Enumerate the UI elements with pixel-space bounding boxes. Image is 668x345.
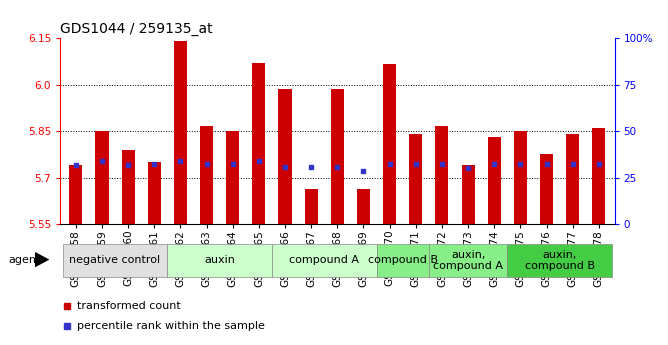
- Bar: [377, 244, 429, 277]
- Bar: [436, 127, 448, 224]
- Text: auxin,
compound B: auxin, compound B: [524, 250, 595, 271]
- Bar: [148, 162, 161, 224]
- Text: negative control: negative control: [69, 256, 160, 265]
- Bar: [566, 134, 579, 224]
- Bar: [331, 89, 344, 224]
- Bar: [409, 134, 422, 224]
- Bar: [540, 155, 553, 224]
- Text: percentile rank within the sample: percentile rank within the sample: [77, 321, 265, 331]
- Text: compound A: compound A: [289, 256, 359, 265]
- Text: compound B: compound B: [367, 256, 438, 265]
- Polygon shape: [35, 252, 49, 267]
- Text: GDS1044 / 259135_at: GDS1044 / 259135_at: [60, 21, 212, 36]
- Bar: [357, 189, 370, 224]
- Bar: [168, 244, 272, 277]
- Bar: [253, 63, 265, 224]
- Bar: [593, 128, 605, 224]
- Bar: [63, 244, 168, 277]
- Text: transformed count: transformed count: [77, 301, 180, 311]
- Bar: [305, 189, 318, 224]
- Bar: [174, 41, 187, 224]
- Bar: [96, 131, 108, 224]
- Bar: [272, 244, 377, 277]
- Bar: [122, 150, 135, 224]
- Bar: [488, 137, 501, 224]
- Text: auxin: auxin: [204, 256, 235, 265]
- Bar: [279, 89, 291, 224]
- Text: auxin,
compound A: auxin, compound A: [433, 250, 503, 271]
- Text: agent: agent: [8, 256, 40, 265]
- Bar: [226, 131, 239, 224]
- Bar: [200, 127, 213, 224]
- Bar: [429, 244, 507, 277]
- Bar: [514, 131, 527, 224]
- Bar: [383, 65, 396, 224]
- Bar: [69, 165, 82, 224]
- Bar: [462, 165, 475, 224]
- Bar: [507, 244, 612, 277]
